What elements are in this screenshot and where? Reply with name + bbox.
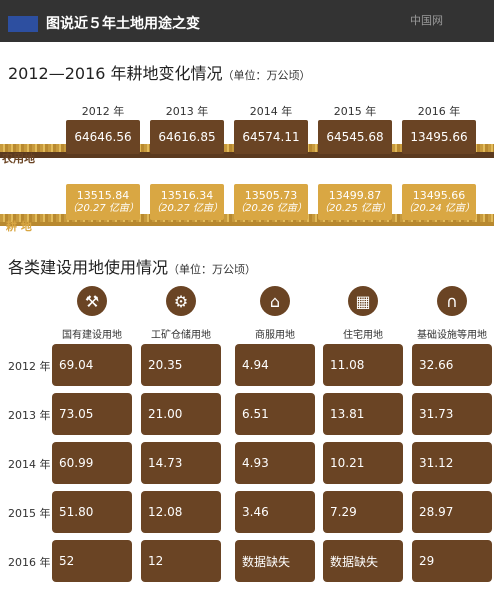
arable-land-box: 13516.34 （20.27 亿亩）: [150, 184, 224, 220]
data-cell: 12.08: [141, 491, 221, 533]
data-cell: 数据缺失: [323, 540, 403, 582]
data-cell: 31.12: [412, 442, 492, 484]
farmland-year-label: 2012 年: [81, 105, 125, 118]
farmland-section-title: 2012—2016 年耕地变化情况（单位：万公顷）: [8, 60, 311, 84]
category-label: 基础设施等用地: [417, 330, 487, 341]
arable-land-value: 13516.34: [160, 189, 214, 202]
data-cell: 32.66: [412, 344, 492, 386]
bank-icon-glyph: ⌂: [269, 291, 281, 311]
arable-land-box: 13499.87 （20.25 亿亩）: [318, 184, 392, 220]
data-cell: 20.35: [141, 344, 221, 386]
data-cell: 73.05: [52, 393, 132, 435]
bank-icon: ⌂: [260, 286, 290, 316]
header-accent-block: [8, 16, 38, 32]
data-cell: 13.81: [323, 393, 403, 435]
bridge-icon: ∩: [437, 286, 467, 316]
arable-land-value: 13495.66: [412, 189, 466, 202]
building-icon-glyph: ▦: [355, 291, 371, 311]
arable-land-mu: （20.26 亿亩）: [235, 203, 307, 214]
year-row-label: 2016 年: [8, 556, 51, 569]
building-icon: ▦: [348, 286, 378, 316]
year-row-label: 2015 年: [8, 507, 51, 520]
data-cell: 21.00: [141, 393, 221, 435]
farmland-year-label: 2013 年: [165, 105, 209, 118]
bridge-icon-glyph: ∩: [446, 291, 458, 311]
category-label: 商服用地: [255, 330, 295, 341]
construction-section-title: 各类建设用地使用情况（单位：万公顷）: [8, 254, 256, 278]
farmland-title: 2012—2016 年耕地变化情况: [8, 64, 223, 83]
data-cell: 6.51: [235, 393, 315, 435]
arable-land-value: 13505.73: [244, 189, 298, 202]
construction-title: 各类建设用地使用情况: [8, 258, 169, 277]
arable-land-box: 13505.73 （20.26 亿亩）: [234, 184, 308, 220]
site-logo: 中国网: [410, 14, 443, 27]
page-title: 图说近５年土地用途之变: [46, 16, 200, 32]
year-row-label: 2012 年: [8, 360, 51, 373]
arable-land-mu: （20.27 亿亩）: [67, 203, 139, 214]
agri-land-value: 13495.66: [402, 120, 476, 154]
arable-land-mu: （20.25 亿亩）: [319, 203, 391, 214]
category-label: 住宅用地: [343, 330, 383, 341]
data-cell: 60.99: [52, 442, 132, 484]
farmland-unit: （单位：万公顷）: [222, 69, 311, 82]
data-cell: 10.21: [323, 442, 403, 484]
year-row-label: 2014 年: [8, 458, 51, 471]
agri-land-value: 64574.11: [234, 120, 308, 154]
arable-row-label: 耕 地: [6, 220, 32, 233]
agri-land-value: 64646.56: [66, 120, 140, 154]
arable-land-mu: （20.27 亿亩）: [151, 203, 223, 214]
soil-strip-bottom: [0, 222, 494, 226]
farmland-year-label: 2015 年: [333, 105, 377, 118]
data-cell: 51.80: [52, 491, 132, 533]
data-cell: 4.94: [235, 344, 315, 386]
farmland-year-label: 2014 年: [249, 105, 293, 118]
farmland-year-label: 2016 年: [417, 105, 461, 118]
crane-icon: ⚒: [77, 286, 107, 316]
soil-strip-top: [0, 152, 494, 158]
data-cell: 52: [52, 540, 132, 582]
wheelbarrow-icon-glyph: ⚙: [173, 291, 189, 311]
data-cell: 28.97: [412, 491, 492, 533]
arable-land-mu: （20.24 亿亩）: [403, 203, 475, 214]
data-cell: 12: [141, 540, 221, 582]
wheelbarrow-icon: ⚙: [166, 286, 196, 316]
crane-icon-glyph: ⚒: [84, 291, 100, 311]
agri-land-value: 64616.85: [150, 120, 224, 154]
arable-land-box: 13515.84 （20.27 亿亩）: [66, 184, 140, 220]
data-cell: 29: [412, 540, 492, 582]
arable-land-box: 13495.66 （20.24 亿亩）: [402, 184, 476, 220]
data-cell: 69.04: [52, 344, 132, 386]
data-cell: 7.29: [323, 491, 403, 533]
data-cell: 数据缺失: [235, 540, 315, 582]
data-cell: 11.08: [323, 344, 403, 386]
category-label: 国有建设用地: [62, 330, 122, 341]
data-cell: 14.73: [141, 442, 221, 484]
category-label: 工矿仓储用地: [151, 330, 211, 341]
arable-land-value: 13499.87: [328, 189, 382, 202]
arable-land-value: 13515.84: [76, 189, 130, 202]
data-cell: 3.46: [235, 491, 315, 533]
year-row-label: 2013 年: [8, 409, 51, 422]
header-bar: [0, 0, 494, 42]
agri-land-value: 64545.68: [318, 120, 392, 154]
agri-row-label: 农用地: [2, 152, 35, 165]
construction-unit: （单位：万公顷）: [168, 263, 257, 276]
data-cell: 4.93: [235, 442, 315, 484]
data-cell: 31.73: [412, 393, 492, 435]
